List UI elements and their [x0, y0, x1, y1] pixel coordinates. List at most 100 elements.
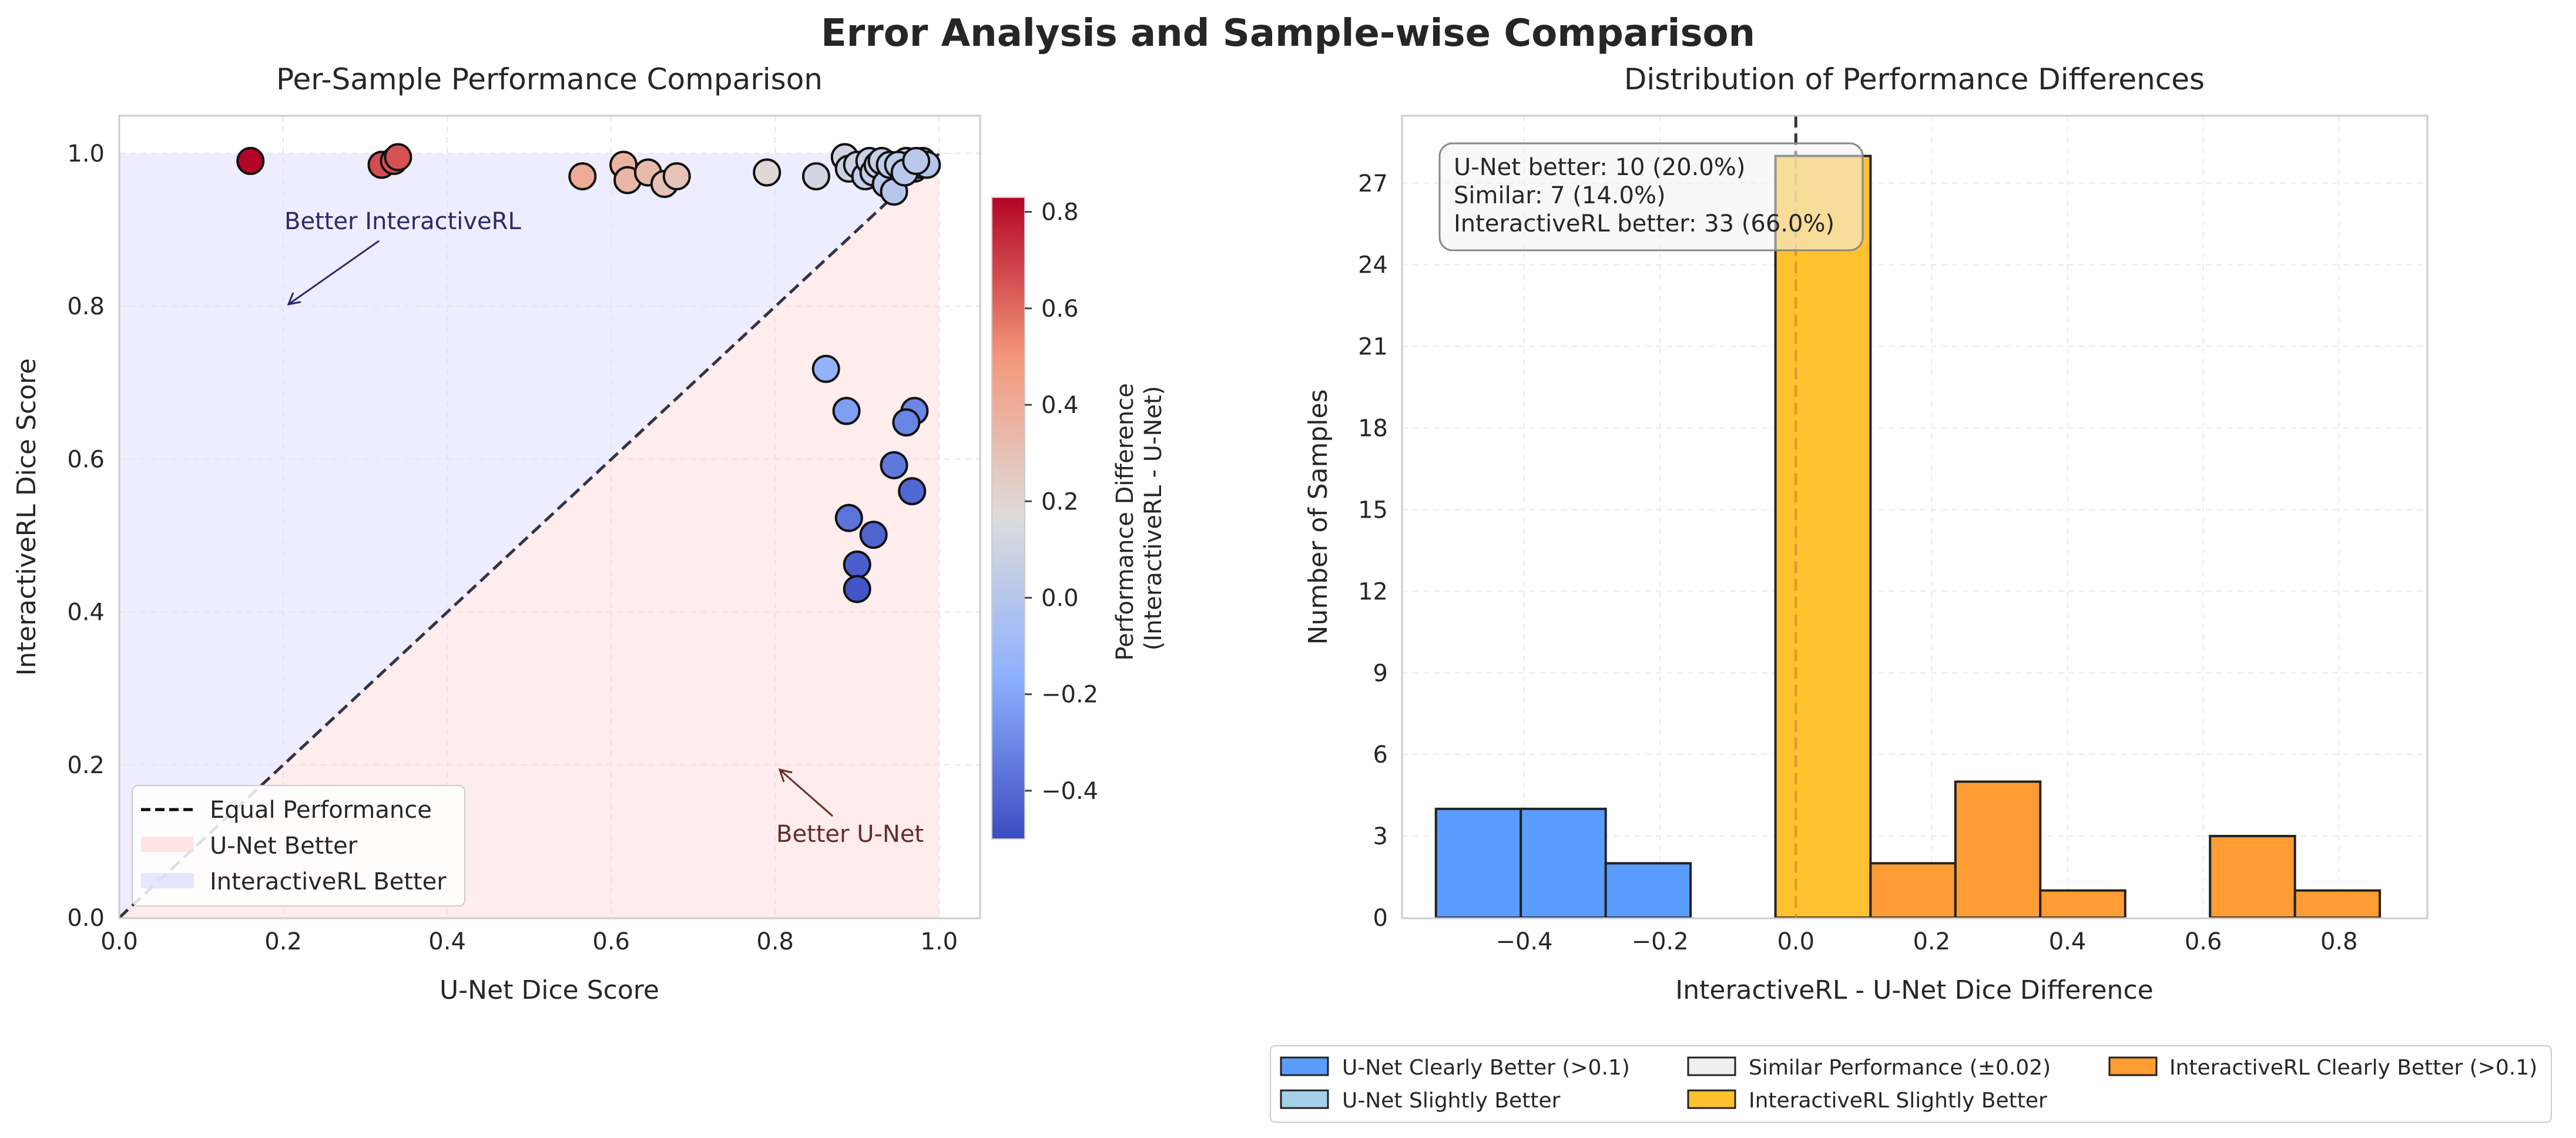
histogram-bar	[2209, 835, 2296, 919]
scatter-y-tick-label: 0.2	[67, 752, 105, 779]
scatter-grid	[119, 116, 980, 918]
legend-similar-swatch	[1687, 1056, 1736, 1076]
scatter-frame	[118, 115, 981, 919]
scatter-title: Per-Sample Performance Comparison	[276, 62, 823, 96]
scatter-point	[843, 575, 871, 603]
scatter-x-tick-label: 0.8	[756, 928, 794, 955]
stats-similar: Similar: 7 (14.0%)	[1454, 182, 1666, 209]
legend-equal-performance-label: Equal Performance	[210, 797, 432, 824]
histogram-y-tick-label: 0	[1373, 905, 1388, 932]
annotation-arrow-interactiverl	[288, 240, 380, 306]
legend-irl-clear-label: InteractiveRL Clearly Better (>0.1)	[2169, 1056, 2537, 1080]
legend-unet-better-label: U-Net Better	[210, 832, 358, 860]
scatter-y-ticks: 0.0 0.2 0.4 0.6 0.8 1.0	[67, 140, 105, 932]
scatter-panel: Per-Sample Performance Comparison 0.0 0.2…	[12, 62, 1167, 1005]
colorbar-tick-label: 0.4	[1041, 392, 1079, 419]
histogram-y-tick-label: 6	[1373, 741, 1388, 768]
histogram-bar	[1434, 807, 1522, 919]
histogram-y-label: Number of Samples	[1303, 389, 1333, 644]
histogram-x-tick-label: 0.2	[1913, 928, 1951, 955]
histogram-legend: U-Net Clearly Better (>0.1) U-Net Slight…	[1270, 1045, 2552, 1123]
figure-title: Error Analysis and Sample-wise Compariso…	[821, 12, 1755, 55]
colorbar-label-line-2: (InteractiveRL - U-Net)	[1140, 386, 1167, 651]
legend-unet-clear-label: U-Net Clearly Better (>0.1)	[1342, 1056, 1630, 1080]
histogram-y-tick-label: 27	[1358, 170, 1388, 197]
histogram-x-tick-label: −0.2	[1632, 928, 1689, 955]
colorbar-tick-label: −0.2	[1041, 682, 1098, 709]
histogram-y-ticks: 0 3 6 9 12 15 18 21 24 27	[1358, 170, 1388, 932]
colorbar-ticks: −0.4 −0.2 0.0 0.2 0.4 0.6 0.8	[1025, 199, 1098, 805]
legend-irl-slight-swatch	[1687, 1089, 1736, 1109]
histogram-bar	[2039, 889, 2126, 919]
histogram-x-tick-label: 0.8	[2320, 928, 2358, 955]
region-unet-better	[119, 154, 939, 918]
scatter-point	[236, 147, 265, 176]
legend-unet-slight-label: U-Net Slightly Better	[1342, 1089, 1561, 1113]
colorbar-label-line-1: Performance Difference	[1112, 383, 1139, 660]
annotation-arrow-unet	[779, 768, 833, 817]
histogram-y-tick-label: 24	[1358, 252, 1388, 279]
histogram-panel: Distribution of Performance Differences …	[1270, 62, 2552, 1123]
colorbar-tick-label: 0.2	[1041, 488, 1079, 515]
scatter-x-tick-label: 1.0	[920, 928, 958, 955]
annotation-better-unet: Better U-Net	[776, 821, 924, 848]
colorbar-tick-label: 0.0	[1041, 585, 1079, 612]
scatter-point	[859, 521, 888, 549]
stats-box-background	[1438, 142, 1864, 251]
legend-irl-clear-swatch	[2108, 1056, 2158, 1076]
scatter-x-label: U-Net Dice Score	[440, 975, 659, 1005]
histogram-bar	[1520, 807, 1607, 919]
colorbar-label: Performance Difference (InteractiveRL - …	[1112, 375, 1167, 660]
scatter-x-tick-label: 0.6	[592, 928, 630, 955]
scatter-point	[801, 162, 830, 191]
scatter-points	[236, 143, 941, 603]
histogram-y-tick-label: 18	[1358, 415, 1388, 442]
histogram-y-tick-label: 9	[1373, 660, 1388, 687]
histogram-x-tick-label: 0.6	[2185, 928, 2222, 955]
scatter-point	[892, 408, 921, 437]
histogram-legend-frame	[1270, 1045, 2552, 1123]
scatter-y-tick-label: 1.0	[67, 140, 105, 167]
scatter-y-tick-label: 0.6	[67, 446, 105, 473]
histogram-bar	[1954, 780, 2042, 919]
scatter-x-tick-label: 0.2	[264, 928, 302, 955]
histogram-frame	[1401, 115, 2429, 919]
legend-irl-slight-label: InteractiveRL Slightly Better	[1749, 1089, 2047, 1113]
scatter-point	[811, 354, 840, 383]
histogram-y-tick-label: 12	[1358, 578, 1388, 605]
scatter-y-label: InteractiveRL Dice Score	[12, 358, 42, 676]
scatter-point	[753, 158, 781, 187]
scatter-point	[832, 397, 861, 425]
stats-interactiverl-better: InteractiveRL better: 33 (66.0%)	[1454, 210, 1834, 237]
scatter-x-tick-label: 0.0	[100, 928, 138, 955]
legend-interactiverl-better-label: InteractiveRL Better	[210, 868, 447, 895]
legend-interactiverl-better-swatch	[141, 873, 194, 888]
histogram-y-tick-label: 21	[1358, 334, 1388, 361]
colorbar-tick-label: 0.8	[1041, 199, 1079, 226]
scatter-x-tick-label: 0.4	[428, 928, 466, 955]
colorbar-tick-label: −0.4	[1041, 778, 1098, 805]
scatter-point	[568, 162, 597, 191]
scatter-x-ticks: 0.0 0.2 0.4 0.6 0.8 1.0	[100, 928, 958, 955]
histogram-x-tick-label: 0.0	[1777, 928, 1814, 955]
scatter-point	[843, 550, 871, 579]
colorbar-gradient	[991, 197, 1025, 840]
scatter-point	[834, 503, 863, 532]
histogram-bar	[1774, 155, 1872, 919]
histogram-y-tick-label: 15	[1358, 496, 1388, 523]
scatter-y-tick-label: 0.0	[67, 905, 105, 932]
histogram-x-label: InteractiveRL - U-Net Dice Difference	[1675, 975, 2153, 1005]
histogram-x-tick-label: −0.4	[1495, 928, 1552, 955]
legend-unet-better-swatch	[141, 837, 194, 852]
scatter-y-tick-label: 0.4	[67, 599, 105, 626]
scatter-y-tick-label: 0.8	[67, 293, 105, 320]
annotation-better-interactiverl: Better InteractiveRL	[284, 208, 521, 235]
colorbar-tick-label: 0.6	[1041, 296, 1079, 323]
stats-box: U-Net better: 10 (20.0%) Similar: 7 (14.…	[1438, 142, 1864, 251]
scatter-point	[898, 477, 927, 506]
histogram-x-ticks: −0.4 −0.2 0.0 0.2 0.4 0.6 0.8	[1495, 928, 2357, 955]
histogram-x-tick-label: 0.4	[2049, 928, 2087, 955]
annotation-arrowhead-unet	[778, 768, 793, 783]
annotation-arrowhead-interactiverl	[287, 292, 301, 306]
